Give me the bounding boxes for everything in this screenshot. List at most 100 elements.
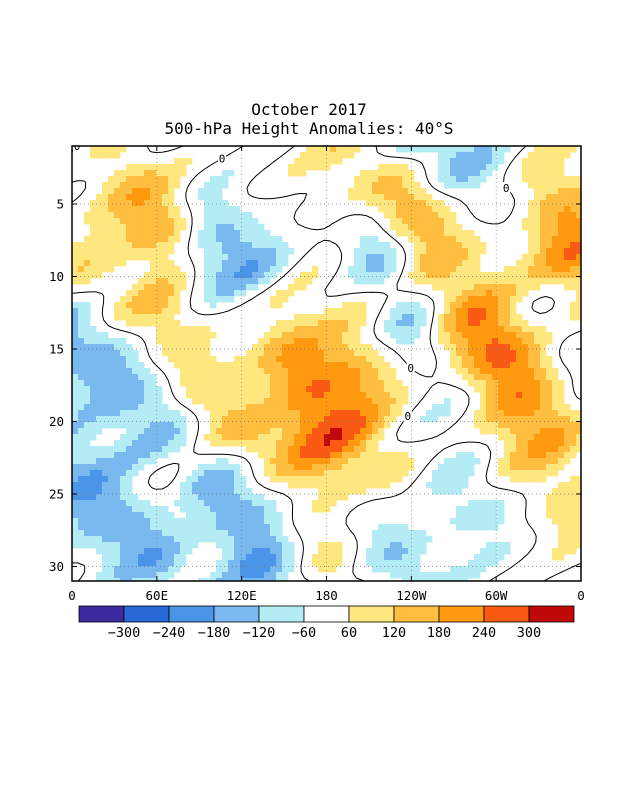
y-tick-label: 20 <box>49 414 64 429</box>
heatmap-cell <box>420 248 427 255</box>
heatmap-cell <box>84 272 91 279</box>
heatmap-cell <box>504 266 511 273</box>
heatmap-cell <box>366 356 373 363</box>
heatmap-cell <box>126 542 133 549</box>
heatmap-cell <box>450 302 457 309</box>
heatmap-cell <box>456 296 463 303</box>
heatmap-cell <box>336 152 343 159</box>
heatmap-cell <box>288 326 295 333</box>
heatmap-cell <box>414 554 421 561</box>
heatmap-cell <box>348 398 355 405</box>
heatmap-cell <box>144 548 151 555</box>
heatmap-cell <box>282 578 289 581</box>
heatmap-cell <box>330 440 337 447</box>
heatmap-cell <box>546 452 553 459</box>
heatmap-cell <box>546 362 553 369</box>
heatmap-cell <box>534 332 541 339</box>
heatmap-cell <box>270 416 277 423</box>
heatmap-cell <box>264 524 271 531</box>
heatmap-cell <box>132 554 139 561</box>
heatmap-cell <box>150 452 157 459</box>
heatmap-cell <box>90 380 97 387</box>
heatmap-cell <box>186 326 193 333</box>
heatmap-cell <box>366 410 373 417</box>
heatmap-cell <box>102 398 109 405</box>
heatmap-cell <box>444 284 451 291</box>
heatmap-cell <box>174 272 181 279</box>
heatmap-cell <box>138 320 145 327</box>
heatmap-cell <box>210 332 217 339</box>
heatmap-cell <box>348 266 355 273</box>
heatmap-cell <box>330 560 337 567</box>
heatmap-cell <box>102 386 109 393</box>
heatmap-cell <box>324 332 331 339</box>
heatmap-cell <box>522 428 529 435</box>
heatmap-cell <box>366 350 373 357</box>
heatmap-cell <box>192 470 199 477</box>
heatmap-cell <box>240 416 247 423</box>
heatmap-cell <box>114 206 121 213</box>
heatmap-cell <box>162 302 169 309</box>
heatmap-cell <box>312 392 319 399</box>
heatmap-cell <box>444 206 451 213</box>
heatmap-cell <box>516 422 523 429</box>
heatmap-cell <box>552 422 559 429</box>
heatmap-cell <box>96 194 103 201</box>
heatmap-cell <box>126 356 133 363</box>
heatmap-cell <box>318 542 325 549</box>
heatmap-cell <box>270 566 277 573</box>
heatmap-cell <box>222 272 229 279</box>
heatmap-cell <box>252 350 259 357</box>
heatmap-cell <box>264 374 271 381</box>
heatmap-cell <box>552 164 559 171</box>
heatmap-cell <box>150 416 157 423</box>
heatmap-cell <box>126 224 133 231</box>
heatmap-cell <box>444 152 451 159</box>
heatmap-cell <box>354 266 361 273</box>
heatmap-cell <box>150 392 157 399</box>
heatmap-cell <box>318 386 325 393</box>
heatmap-cell <box>132 218 139 225</box>
heatmap-cell <box>510 350 517 357</box>
heatmap-cell <box>462 170 469 177</box>
heatmap-cell <box>408 326 415 333</box>
heatmap-cell <box>216 536 223 543</box>
heatmap-cell <box>528 152 535 159</box>
heatmap-cell <box>546 266 553 273</box>
heatmap-cell <box>270 332 277 339</box>
heatmap-cell <box>90 506 97 513</box>
heatmap-cell <box>480 170 487 177</box>
heatmap-cell <box>462 296 469 303</box>
heatmap-cell <box>162 260 169 267</box>
heatmap-cell <box>186 350 193 357</box>
heatmap-cell <box>336 422 343 429</box>
heatmap-cell <box>564 206 571 213</box>
heatmap-cell <box>252 524 259 531</box>
heatmap-cell <box>72 416 79 423</box>
heatmap-cell <box>552 188 559 195</box>
heatmap-cell <box>78 254 85 261</box>
heatmap-cell <box>354 344 361 351</box>
heatmap-cell <box>150 560 157 567</box>
heatmap-cell <box>420 530 427 537</box>
heatmap-cell <box>126 536 133 543</box>
heatmap-cell <box>576 194 581 201</box>
heatmap-cell <box>474 344 481 351</box>
heatmap-cell <box>408 188 415 195</box>
colorbar-label: 240 <box>472 625 496 641</box>
heatmap-cell <box>558 548 565 555</box>
heatmap-cell <box>126 506 133 513</box>
heatmap-cell <box>282 362 289 369</box>
heatmap-cell <box>96 356 103 363</box>
heatmap-cell <box>228 548 235 555</box>
heatmap-cell <box>84 410 91 417</box>
heatmap-cell <box>318 434 325 441</box>
heatmap-cell <box>72 452 79 459</box>
heatmap-cell <box>300 284 307 291</box>
heatmap-cell <box>534 362 541 369</box>
heatmap-cell <box>210 254 217 261</box>
heatmap-cell <box>306 434 313 441</box>
heatmap-cell <box>558 392 565 399</box>
heatmap-cell <box>162 548 169 555</box>
heatmap-cell <box>84 362 91 369</box>
